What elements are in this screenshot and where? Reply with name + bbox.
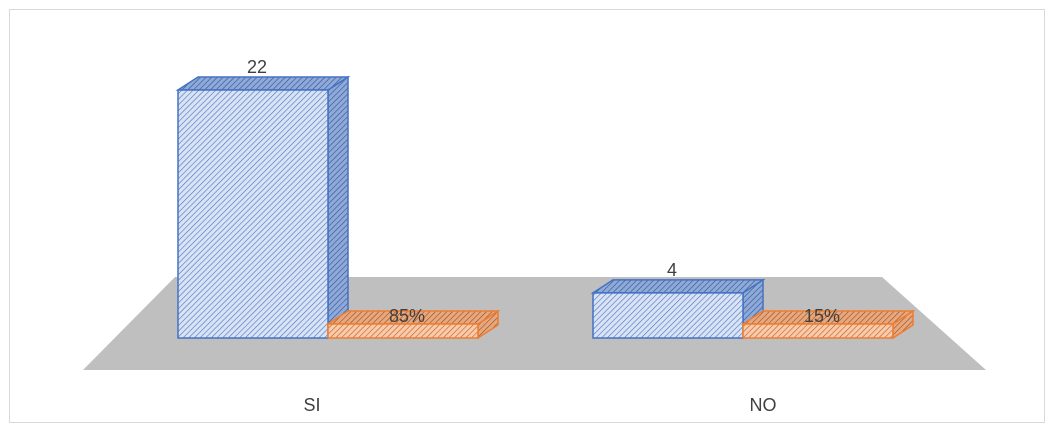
- bar-series2-no: [740, 309, 916, 340]
- bar-series1-si-front: [177, 89, 329, 339]
- data-label-series1-no: 4: [667, 260, 677, 280]
- bar-series1-si-side: [327, 75, 349, 340]
- x-tick-label-no: NO: [750, 395, 777, 415]
- bars-layer: [175, 75, 916, 340]
- data-label-series2-no: 15%: [804, 306, 840, 326]
- bar-series1-no-front: [592, 292, 744, 339]
- bar-series2-no-front: [742, 323, 894, 339]
- bar-series2-si: [325, 309, 501, 340]
- bar-series1-si: [175, 75, 351, 340]
- data-label-series1-si: 22: [247, 57, 267, 77]
- bar-series1-no: [590, 278, 766, 340]
- labels-layer: 22 85% SI 4 15% NO: [247, 57, 840, 415]
- bar-series2-si-front: [327, 323, 479, 339]
- bar-series1-no-top: [590, 279, 766, 294]
- x-tick-label-si: SI: [303, 395, 320, 415]
- data-label-series2-si: 85%: [389, 306, 425, 326]
- bar-series1-si-top: [175, 76, 351, 91]
